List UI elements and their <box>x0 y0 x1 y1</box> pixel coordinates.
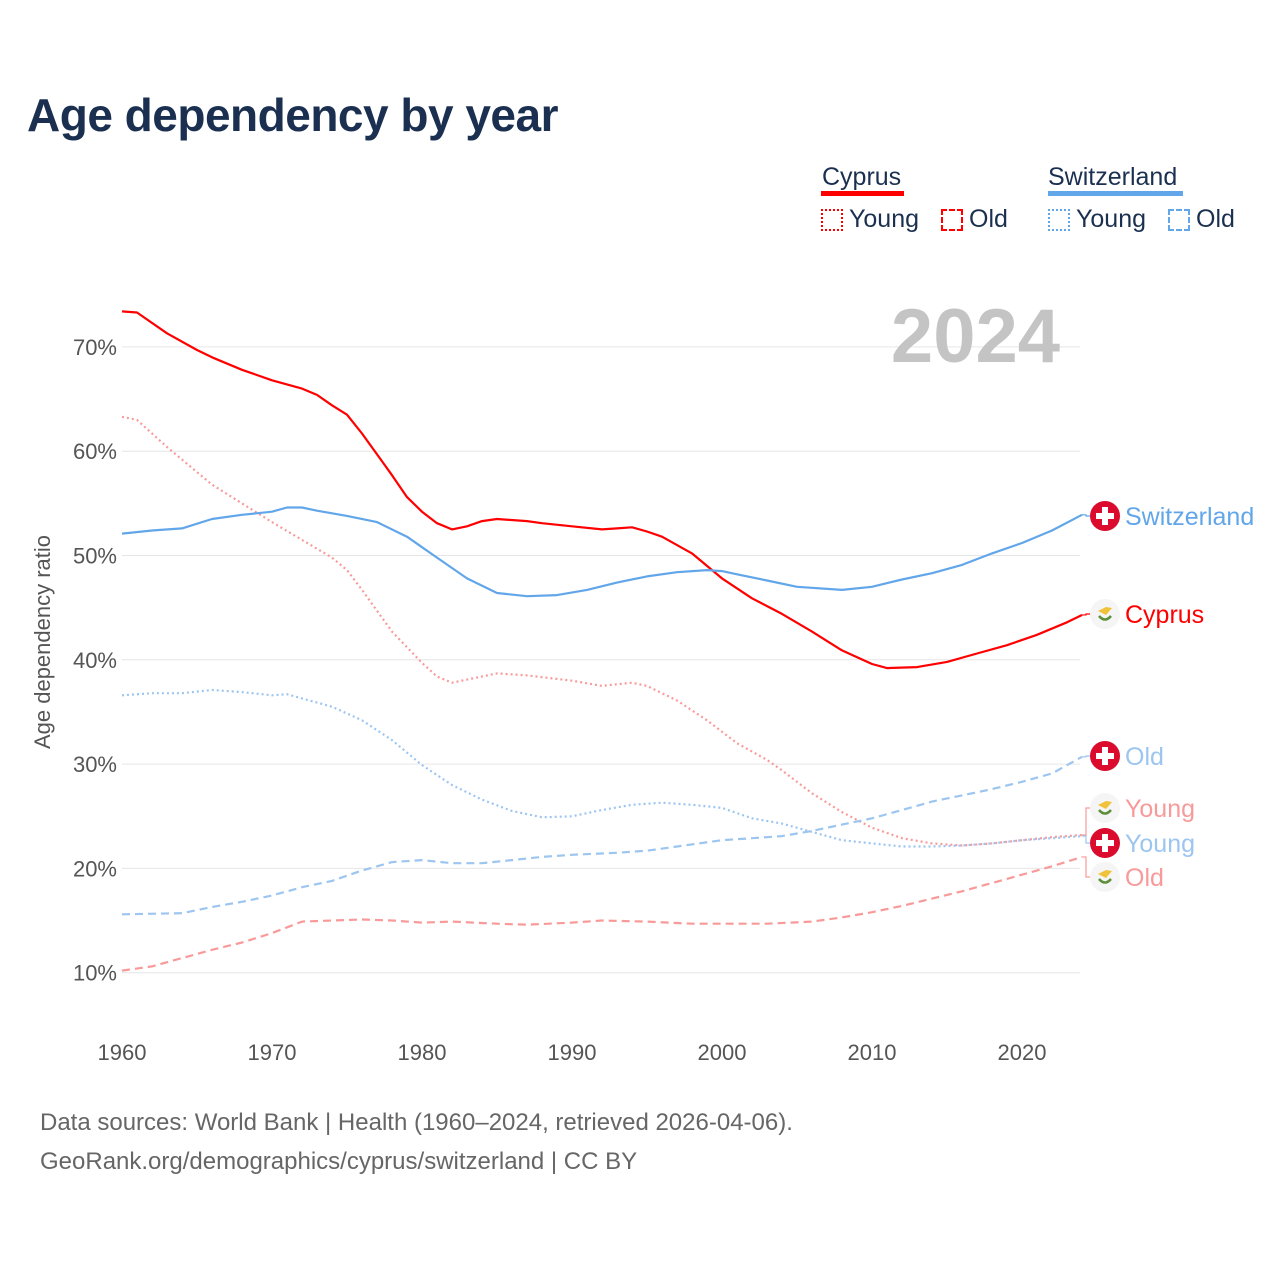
x-tick-label: 1970 <box>248 1040 297 1065</box>
label-connector <box>1082 807 1092 836</box>
legend-cyprus-young[interactable]: Young <box>821 205 919 234</box>
switzerland-flag-icon <box>1090 828 1120 858</box>
legend-cyprus-swatch <box>821 191 904 196</box>
series-line-switzerland[interactable] <box>121 506 1083 598</box>
y-tick-label: 60% <box>73 439 117 464</box>
end-label: Young <box>1125 795 1195 823</box>
switzerland-flag-icon <box>1090 501 1120 531</box>
switzerland-flag-icon <box>1090 741 1120 771</box>
legend-switzerland-old[interactable]: Old <box>1168 205 1235 234</box>
year-watermark: 2024 <box>891 294 1060 379</box>
x-tick-label: 1990 <box>548 1040 597 1065</box>
end-label: Old <box>1125 743 1164 771</box>
x-tick-label: 1960 <box>98 1040 147 1065</box>
legend-label: Old <box>969 205 1008 233</box>
legend-cyprus-old[interactable]: Old <box>941 205 1008 234</box>
y-tick-label: 50% <box>73 544 117 569</box>
dotted-swatch-icon <box>1048 208 1070 231</box>
cyprus-flag-icon <box>1090 599 1120 629</box>
end-label: Switzerland <box>1125 503 1254 531</box>
y-axis-label: Age dependency ratio <box>30 535 55 749</box>
x-tick-label: 2020 <box>998 1040 1047 1065</box>
series-line-cyprus-old[interactable] <box>121 855 1083 972</box>
label-connector <box>1082 856 1092 878</box>
y-tick-label: 30% <box>73 752 117 777</box>
attribution-link[interactable]: GeoRank.org/demographics/cyprus/switzerl… <box>40 1148 638 1175</box>
dotted-swatch-icon <box>821 208 843 231</box>
y-tick-label: 20% <box>73 856 117 881</box>
series-line-cyprus[interactable] <box>121 310 1083 670</box>
legend-label: Young <box>1076 205 1146 233</box>
x-tick-label: 2000 <box>698 1040 747 1065</box>
y-tick-label: 10% <box>73 961 117 986</box>
y-tick-label: 40% <box>73 648 117 673</box>
cyprus-flag-icon <box>1090 793 1120 823</box>
label-connector <box>1082 613 1092 616</box>
dashed-swatch-icon <box>941 208 963 231</box>
legend-switzerland-young[interactable]: Young <box>1048 205 1146 234</box>
legend-label: Old <box>1196 205 1235 233</box>
cyprus-flag-icon <box>1090 862 1120 892</box>
label-connector <box>1082 755 1092 758</box>
legend-label: Young <box>849 205 919 233</box>
legend-switzerland[interactable]: Switzerland <box>1048 163 1178 191</box>
end-label: Young <box>1125 830 1195 858</box>
data-sources: Data sources: World Bank | Health (1960–… <box>40 1109 793 1136</box>
x-tick-label: 1980 <box>398 1040 447 1065</box>
legend-cyprus[interactable]: Cyprus <box>822 163 902 191</box>
series-line-cyprus-young[interactable] <box>121 415 1083 847</box>
series-line-switzerland-young[interactable] <box>121 688 1083 848</box>
y-tick-label: 70% <box>73 335 117 360</box>
chart-title: Age dependency by year <box>27 89 558 141</box>
series-line-switzerland-old[interactable] <box>121 755 1083 916</box>
end-label: Cyprus <box>1125 601 1204 629</box>
label-connector <box>1082 835 1092 844</box>
end-label: Old <box>1125 864 1164 892</box>
legend-switzerland-swatch <box>1048 191 1183 196</box>
dashed-swatch-icon <box>1168 208 1190 231</box>
label-connector <box>1082 514 1092 517</box>
x-tick-label: 2010 <box>848 1040 897 1065</box>
